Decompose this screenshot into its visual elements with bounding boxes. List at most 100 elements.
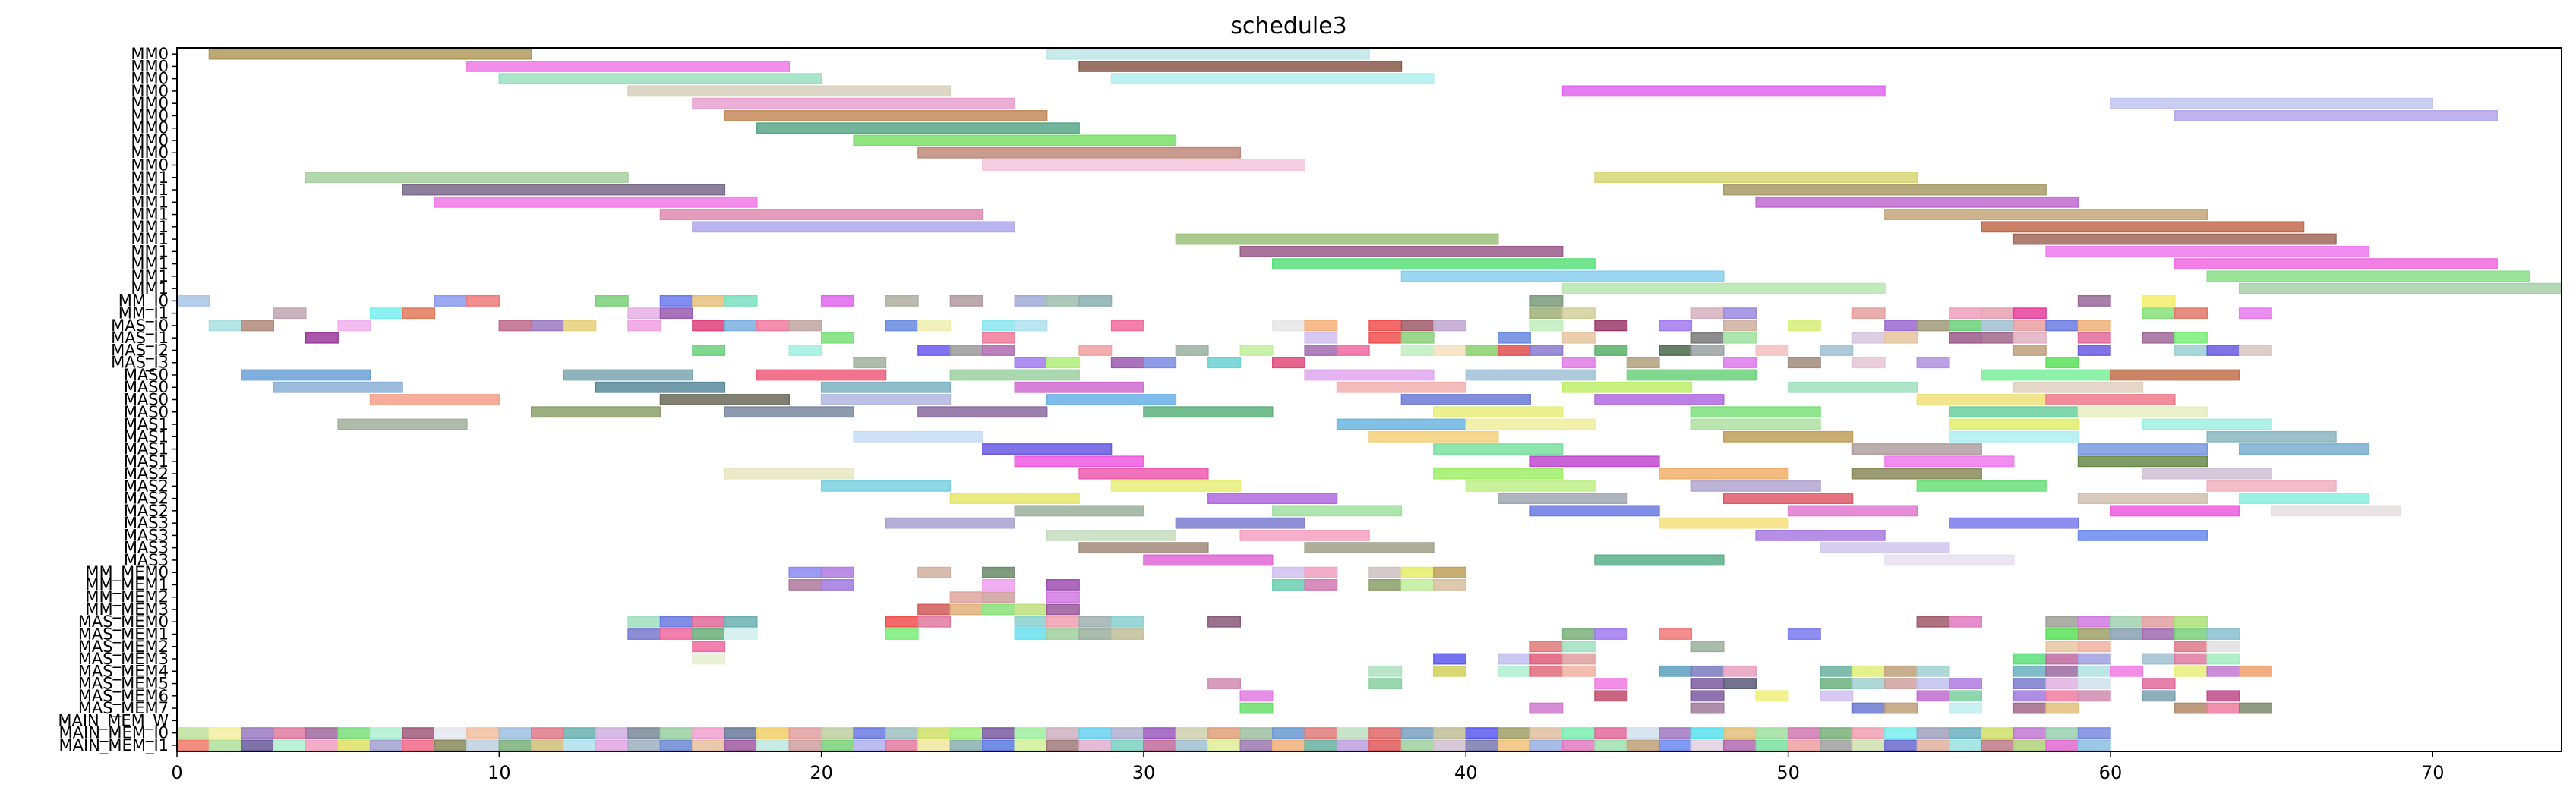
row-label: MAS0 (124, 378, 169, 396)
task-bar (595, 381, 726, 393)
task-bar (369, 739, 403, 751)
task-bar (982, 566, 1015, 578)
task-bar (563, 320, 597, 332)
task-bar (563, 369, 693, 381)
task-bar (2174, 616, 2208, 628)
task-bar (1110, 727, 1144, 739)
row-label: MM1 (131, 218, 169, 236)
task-bar (1594, 628, 1628, 640)
task-bar (1755, 345, 1789, 356)
task-bar (2174, 307, 2208, 320)
task-bar (1433, 406, 1564, 418)
task-bar (2045, 653, 2079, 665)
task-bar (2238, 345, 2272, 356)
task-bar (2012, 690, 2047, 702)
task-bar (1400, 320, 1435, 332)
row-label: MAS_MEM3 (78, 650, 169, 669)
x-tick-label: 70 (2421, 762, 2445, 783)
task-bar (2077, 406, 2208, 418)
task-bar (498, 73, 822, 85)
row-label: MAS_I0 (111, 317, 169, 335)
task-bar (2206, 665, 2240, 677)
task-bar (692, 221, 1015, 233)
task-bar (1336, 418, 1467, 430)
task-bar (498, 739, 532, 751)
task-bars (176, 48, 2562, 751)
task-bar (1497, 739, 1531, 751)
task-bar (305, 172, 629, 184)
task-bar (659, 394, 790, 405)
task-bar (1110, 73, 1435, 85)
task-bar (1884, 455, 2015, 468)
task-bar (434, 727, 468, 739)
task-bar (1884, 320, 1918, 332)
task-bar (1723, 665, 1757, 677)
task-bar (820, 480, 952, 492)
task-bar (1949, 702, 1982, 714)
task-bar (2077, 653, 2111, 665)
task-bar (2012, 345, 2047, 356)
task-bar (1530, 665, 1564, 677)
task-bar (2012, 727, 2047, 739)
task-bar (273, 739, 307, 751)
task-bar (1949, 430, 2079, 443)
task-bar (788, 566, 822, 578)
task-bar (402, 184, 726, 196)
task-bar (1304, 542, 1435, 554)
task-bar (1175, 233, 1499, 245)
task-bar (1208, 678, 1242, 689)
task-bar (949, 603, 983, 616)
task-bar (466, 739, 500, 751)
task-bar (1884, 727, 1918, 739)
task-bar (176, 727, 210, 739)
task-bar (2142, 294, 2176, 307)
task-bar (1981, 332, 2015, 344)
row-label: MAIN_MEM_I0 (59, 724, 169, 743)
task-bar (1368, 566, 1403, 578)
task-bar (1046, 294, 1080, 307)
task-bar (1208, 739, 1242, 751)
task-bar (434, 294, 468, 307)
task-bar (1368, 430, 1499, 443)
task-bar (241, 320, 275, 332)
task-bar (1852, 678, 1886, 689)
row-label: MAS_I1 (111, 329, 169, 348)
task-bar (1690, 727, 1725, 739)
task-bar (1690, 418, 1821, 430)
task-bar (756, 727, 790, 739)
task-bar (724, 727, 758, 739)
task-bar (1078, 345, 1113, 356)
task-bar (1755, 727, 1789, 739)
task-bar (756, 739, 790, 751)
task-bar (820, 579, 854, 591)
task-bar (659, 294, 693, 307)
task-bar (1143, 554, 1274, 566)
task-bar (1304, 739, 1338, 751)
task-bar (1465, 345, 1499, 356)
task-bar (2174, 258, 2498, 270)
task-bar (1755, 196, 2079, 208)
task-bar (1723, 357, 1757, 369)
task-bar (1755, 690, 1789, 702)
task-bar (1659, 345, 1693, 356)
task-bar (820, 727, 854, 739)
row-label: MM0 (131, 156, 169, 175)
task-bar (1046, 394, 1177, 405)
task-bar (208, 48, 532, 60)
task-bar (1981, 739, 2015, 751)
row-label: MM1 (131, 206, 169, 224)
task-bar (2045, 690, 2079, 702)
task-bar (1594, 172, 1918, 184)
x-tick-label: 50 (1776, 762, 1800, 783)
row-label: MM1 (131, 279, 169, 298)
task-bar (1787, 628, 1821, 640)
task-bar (820, 294, 854, 307)
task-bar (1110, 320, 1144, 332)
task-bar (1561, 628, 1596, 640)
task-bar (1239, 245, 1564, 257)
task-bar (1916, 727, 1950, 739)
task-bar (788, 320, 822, 332)
task-bar (917, 727, 952, 739)
task-bar (1271, 566, 1305, 578)
row-label: MAS3 (124, 539, 169, 557)
